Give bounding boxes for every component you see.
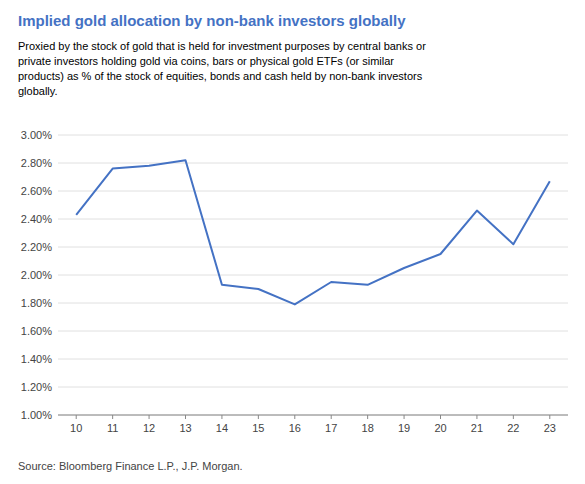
y-tick-label: 1.20%: [21, 381, 52, 393]
x-tick: [185, 415, 186, 419]
y-axis: 1.00% 1.20% 1.40% 1.60% 1.80% 2.00% 2.20% 2.40%…: [21, 129, 568, 421]
y-tick-label: 2.80%: [21, 157, 52, 169]
grid-line: [58, 135, 568, 136]
x-tick-label: 20: [434, 422, 446, 434]
x-tick: [440, 415, 441, 419]
x-tick-label: 12: [143, 422, 155, 434]
grid-line: [58, 387, 568, 388]
x-tick-label: 22: [507, 422, 519, 434]
x-tick: [112, 415, 113, 419]
x-tick: [294, 415, 295, 419]
x-tick-label: 17: [325, 422, 337, 434]
grid-line: [58, 163, 568, 164]
line: [76, 160, 550, 304]
x-axis: 10 11 12 13 14 15 16 17 18 19 20 21 22 23: [70, 415, 556, 434]
grid-line: [58, 191, 568, 192]
x-tick: [149, 415, 150, 419]
x-tick: [404, 415, 405, 419]
subtitle-line: Proxied by the stock of gold that is hel…: [18, 40, 426, 52]
chart: Implied gold allocation by non-bank inve…: [0, 0, 585, 484]
subtitle-line: private investors holding gold via coins…: [18, 55, 394, 67]
y-tick-label: 2.60%: [21, 185, 52, 197]
x-tick: [513, 415, 514, 419]
grid-line: [58, 415, 568, 416]
x-tick: [331, 415, 332, 419]
x-tick-label: 19: [398, 422, 410, 434]
x-tick-label: 13: [179, 422, 191, 434]
grid-line: [58, 247, 568, 248]
y-tick-label: 2.00%: [21, 269, 52, 281]
x-tick-label: 18: [362, 422, 374, 434]
plot-area: [76, 160, 550, 304]
x-tick: [76, 415, 77, 419]
y-tick-label: 1.60%: [21, 325, 52, 337]
x-tick-label: 14: [216, 422, 228, 434]
x-tick-label: 23: [544, 422, 556, 434]
x-tick-label: 16: [289, 422, 301, 434]
grid-line: [58, 303, 568, 304]
x-tick-label: 11: [107, 422, 118, 434]
x-tick: [549, 415, 550, 419]
grid-line: [58, 219, 568, 220]
subtitle-line: products) as % of the stock of equities,…: [18, 70, 423, 82]
grid-line: [58, 359, 568, 360]
y-tick-label: 1.40%: [21, 353, 52, 365]
y-tick-label: 2.20%: [21, 241, 52, 253]
x-tick: [476, 415, 477, 419]
x-tick-label: 15: [252, 422, 264, 434]
grid-line: [58, 275, 568, 276]
x-tick: [258, 415, 259, 419]
y-tick-label: 2.40%: [21, 213, 52, 225]
grid-line: [58, 331, 568, 332]
y-tick-label: 3.00%: [21, 129, 52, 141]
x-tick-label: 21: [471, 422, 483, 434]
y-tick-label: 1.00%: [21, 409, 52, 421]
subtitle: Proxied by the stock of gold that is hel…: [18, 40, 426, 97]
subtitle-line: globally.: [18, 85, 58, 97]
x-tick: [367, 415, 368, 419]
x-axis-line: [58, 415, 568, 416]
title: Implied gold allocation by non-bank inve…: [18, 12, 406, 29]
y-tick-label: 1.80%: [21, 297, 52, 309]
source: Source: Bloomberg Finance L.P., J.P. Mor…: [18, 460, 243, 472]
x-tick: [221, 415, 222, 419]
x-tick-label: 10: [70, 422, 82, 434]
